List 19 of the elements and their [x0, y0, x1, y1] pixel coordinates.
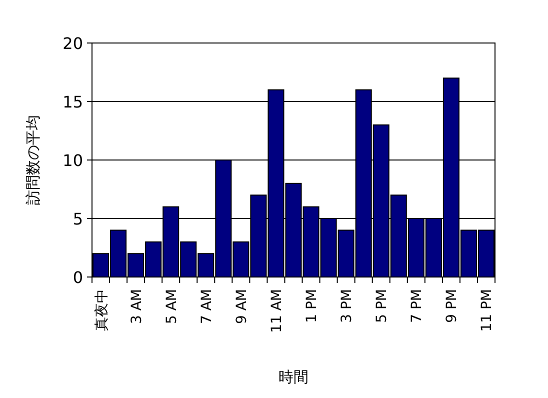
x-tick-label: 9 PM	[444, 289, 460, 323]
y-tick-label: 5	[72, 210, 83, 228]
y-axis-title: 訪問数の平均	[24, 115, 42, 205]
y-tick-label: 15	[62, 92, 83, 112]
x-axis-title: 時間	[278, 368, 308, 386]
x-tick-label: 7 AM	[198, 289, 215, 324]
y-tick-label: 0	[72, 268, 83, 287]
x-tick-label: 11 PM	[479, 289, 496, 332]
x-tick-label: 7 PM	[409, 289, 426, 323]
y-tick-label: 20	[62, 34, 83, 53]
x-tick-label: 11 AM	[268, 289, 285, 333]
x-tick-label: 3 AM	[128, 289, 145, 324]
y-tick-label: 10	[62, 151, 83, 170]
x-tick-label: 1 PM	[304, 289, 320, 323]
x-tick-label: 5 AM	[164, 289, 180, 324]
x-tick-label: 3 PM	[339, 289, 356, 323]
x-tick-label: 真夜中	[94, 289, 110, 331]
x-tick-label: 9 AM	[234, 289, 250, 324]
x-tick-label: 5 PM	[374, 289, 390, 323]
